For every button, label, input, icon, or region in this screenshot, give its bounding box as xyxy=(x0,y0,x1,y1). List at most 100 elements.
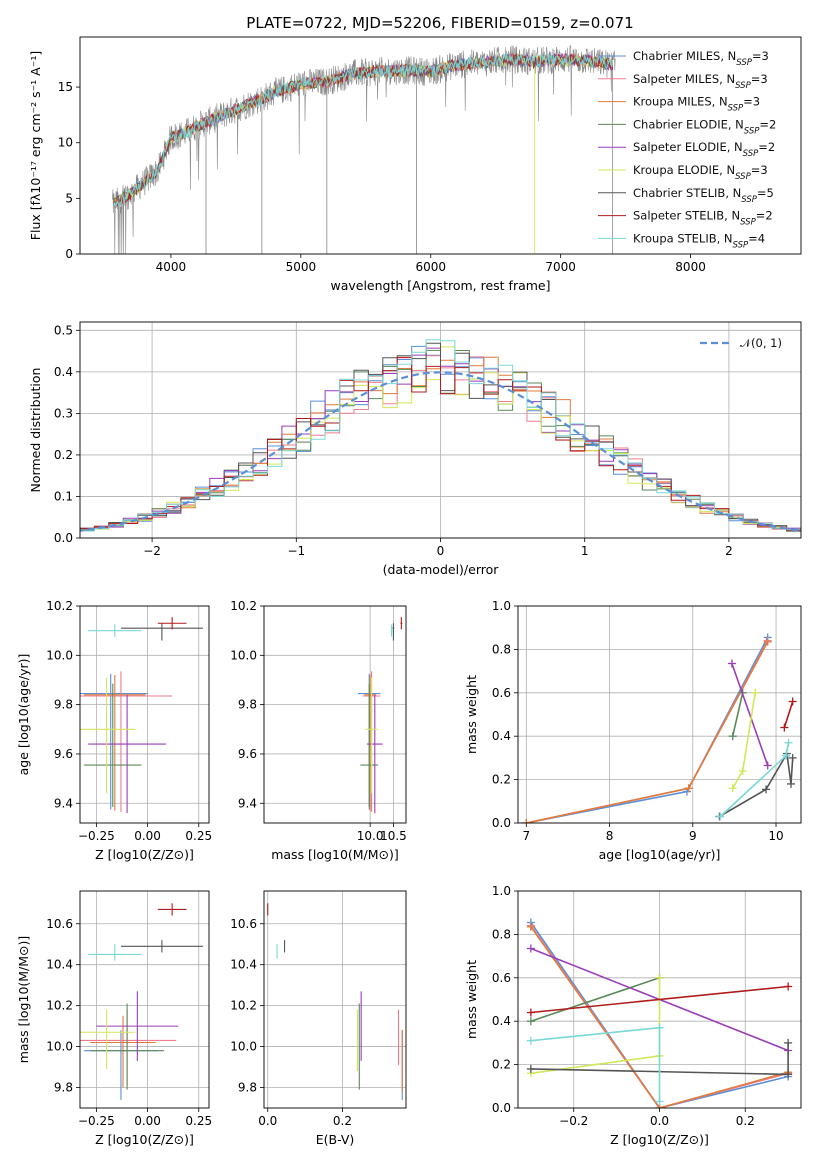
legend-entry: Chabrier MILES, NSSP=3 xyxy=(633,49,769,68)
y-tick-label: 0.2 xyxy=(492,1058,511,1072)
massweight_vs_age-lines xyxy=(522,633,797,823)
mass_vs_Z-frame xyxy=(79,890,210,1109)
y-tick-label: 9.8 xyxy=(238,1081,257,1095)
legend-text: Chabrier MILES, N xyxy=(633,49,736,63)
x-tick-label: 5000 xyxy=(286,260,317,274)
y-tick-label: 0.3 xyxy=(54,406,73,420)
x-tick-label: 10.5 xyxy=(380,829,407,843)
legend-text: Kroupa ELODIE, N xyxy=(633,163,735,177)
y-tick-label: 0.0 xyxy=(54,531,73,545)
y-tick-label: 10.2 xyxy=(230,999,257,1013)
x-tick-label: 1 xyxy=(581,544,589,558)
y-tick-label: 10.4 xyxy=(230,958,257,972)
legend-entry: Kroupa MILES, NSSP=3 xyxy=(633,95,760,114)
legend-suffix: =4 xyxy=(748,231,765,245)
legend-sub: SSP xyxy=(728,104,744,114)
massweight_vs_Z-frame xyxy=(517,890,802,1109)
x-tick-label: 10 xyxy=(768,829,783,843)
x-tick-label: −1 xyxy=(287,544,305,558)
y-tick-label: 10.2 xyxy=(46,999,73,1013)
legend-normal-label: 𝒩(0, 1) xyxy=(740,336,782,350)
legend-text: Salpeter MILES, N xyxy=(633,72,735,86)
y-tick-label: 0.4 xyxy=(492,729,511,743)
y-tick-label: 10.4 xyxy=(46,958,73,972)
spectrum-axes: 4000 5000 6000 7000 8000 0 5 10 15 wavelength [An… xyxy=(28,51,706,293)
legend-sub: SSP xyxy=(736,58,752,68)
x-tick-label: 0.00 xyxy=(134,1114,161,1128)
residuals-axes: −2 −1 0 1 2 0.0 0.1 0.2 0.3 0.4 0.5 (data-model)/er… xyxy=(28,322,801,577)
legend-suffix: =2 xyxy=(758,140,775,154)
legend-text: Chabrier STELIB, N xyxy=(633,186,741,200)
y-tick-label: 0.5 xyxy=(54,323,73,337)
massweight_vs_Z-lines xyxy=(526,918,793,1108)
y-tick-label: 1.0 xyxy=(492,599,511,613)
model-spectrum-chabrier_elodie xyxy=(113,53,613,207)
age_vs_Z-axes: −0.25 0.00 0.25 9.4 9.6 9.8 10.0 10.2 Z [log10(Z… xyxy=(16,599,212,862)
y-tick-label: 10.2 xyxy=(46,599,73,613)
y-tick-label: 15 xyxy=(58,80,73,94)
line-salpeter_stelib xyxy=(530,985,789,1014)
chart-title: PLATE=0722, MJD=52206, FIBERID=0159, z=0… xyxy=(246,14,633,32)
y-tick-label: 0.1 xyxy=(54,489,73,503)
x-tick-label: 7000 xyxy=(545,260,576,274)
y-tick-label: 0.6 xyxy=(492,971,511,985)
y-axis-label: age [log10(age/yr)] xyxy=(16,654,31,776)
residuals-frame xyxy=(79,321,802,539)
residual-histograms xyxy=(80,339,801,533)
x-tick-label: 4000 xyxy=(156,260,187,274)
y-tick-label: 1.0 xyxy=(492,884,511,898)
line-kroupa_miles xyxy=(530,926,789,1108)
x-tick-label: 0.0 xyxy=(258,1114,277,1128)
y-tick-label: 0.4 xyxy=(54,365,73,379)
legend-sub: SSP xyxy=(740,218,756,228)
x-tick-label: 0 xyxy=(437,544,445,558)
mass_vs_Z-points xyxy=(80,903,203,1100)
x-tick-label: 9 xyxy=(689,829,697,843)
y-tick-label: 0.2 xyxy=(54,448,73,462)
x-tick-label: 0.2 xyxy=(333,1114,352,1128)
x-tick-label: −0.25 xyxy=(78,1114,115,1128)
line-salpeter_stelib xyxy=(783,701,794,728)
model-spectrum-salpeter_stelib xyxy=(113,52,613,207)
y-tick-label: 0.8 xyxy=(492,642,511,656)
y-tick-label: 0.8 xyxy=(492,927,511,941)
y-tick-label: 10.0 xyxy=(46,1040,73,1054)
mass_vs_ebv-axes: 0.0 0.2 9.8 10.0 10.2 10.4 10.6 E(B-V) xyxy=(230,891,406,1147)
legend-suffix: =3 xyxy=(752,49,769,63)
line-kroupa_miles xyxy=(526,641,769,823)
legend-sub: SSP xyxy=(735,81,751,91)
y-tick-label: 0.6 xyxy=(492,686,511,700)
y-tick-label: 9.4 xyxy=(54,796,73,810)
y-tick-label: 10.0 xyxy=(46,648,73,662)
line-chabrier_elodie xyxy=(530,977,660,1022)
x-axis-label: age [log10(age/yr)] xyxy=(599,847,721,862)
spectrum-lines xyxy=(112,45,616,254)
age_vs_mass-points xyxy=(358,617,403,814)
y-tick-label: 10.6 xyxy=(230,917,257,931)
mass_vs_ebv-frame xyxy=(263,890,407,1109)
y-tick-label: 9.4 xyxy=(238,796,257,810)
y-tick-label: 10.2 xyxy=(230,599,257,613)
legend-sub: SSP xyxy=(743,149,759,159)
legend-sub: SSP xyxy=(733,240,749,250)
x-tick-label: −0.2 xyxy=(559,1114,588,1128)
age_vs_Z-frame xyxy=(79,605,210,824)
y-tick-label: 0.2 xyxy=(492,773,511,787)
x-axis-label: mass [log10(M/M⊙)] xyxy=(271,847,399,862)
x-axis-label: Z [log10(Z/Z⊙)] xyxy=(95,1132,194,1147)
y-tick-label: 0.0 xyxy=(492,1101,511,1115)
y-tick-label: 10.0 xyxy=(230,648,257,662)
y-tick-label: 9.6 xyxy=(54,747,73,761)
x-tick-label: 8000 xyxy=(675,260,706,274)
mass_vs_ebv-points xyxy=(267,903,403,1100)
y-axis-label: mass weight xyxy=(464,960,479,1039)
x-tick-label: 0.25 xyxy=(185,829,212,843)
x-tick-label: 0.0 xyxy=(650,1114,669,1128)
age_vs_Z-points xyxy=(80,617,203,814)
x-axis-label: Z [log10(Z/Z⊙)] xyxy=(95,847,194,862)
legend-suffix: =5 xyxy=(757,186,774,200)
y-axis-label: mass weight xyxy=(464,675,479,754)
